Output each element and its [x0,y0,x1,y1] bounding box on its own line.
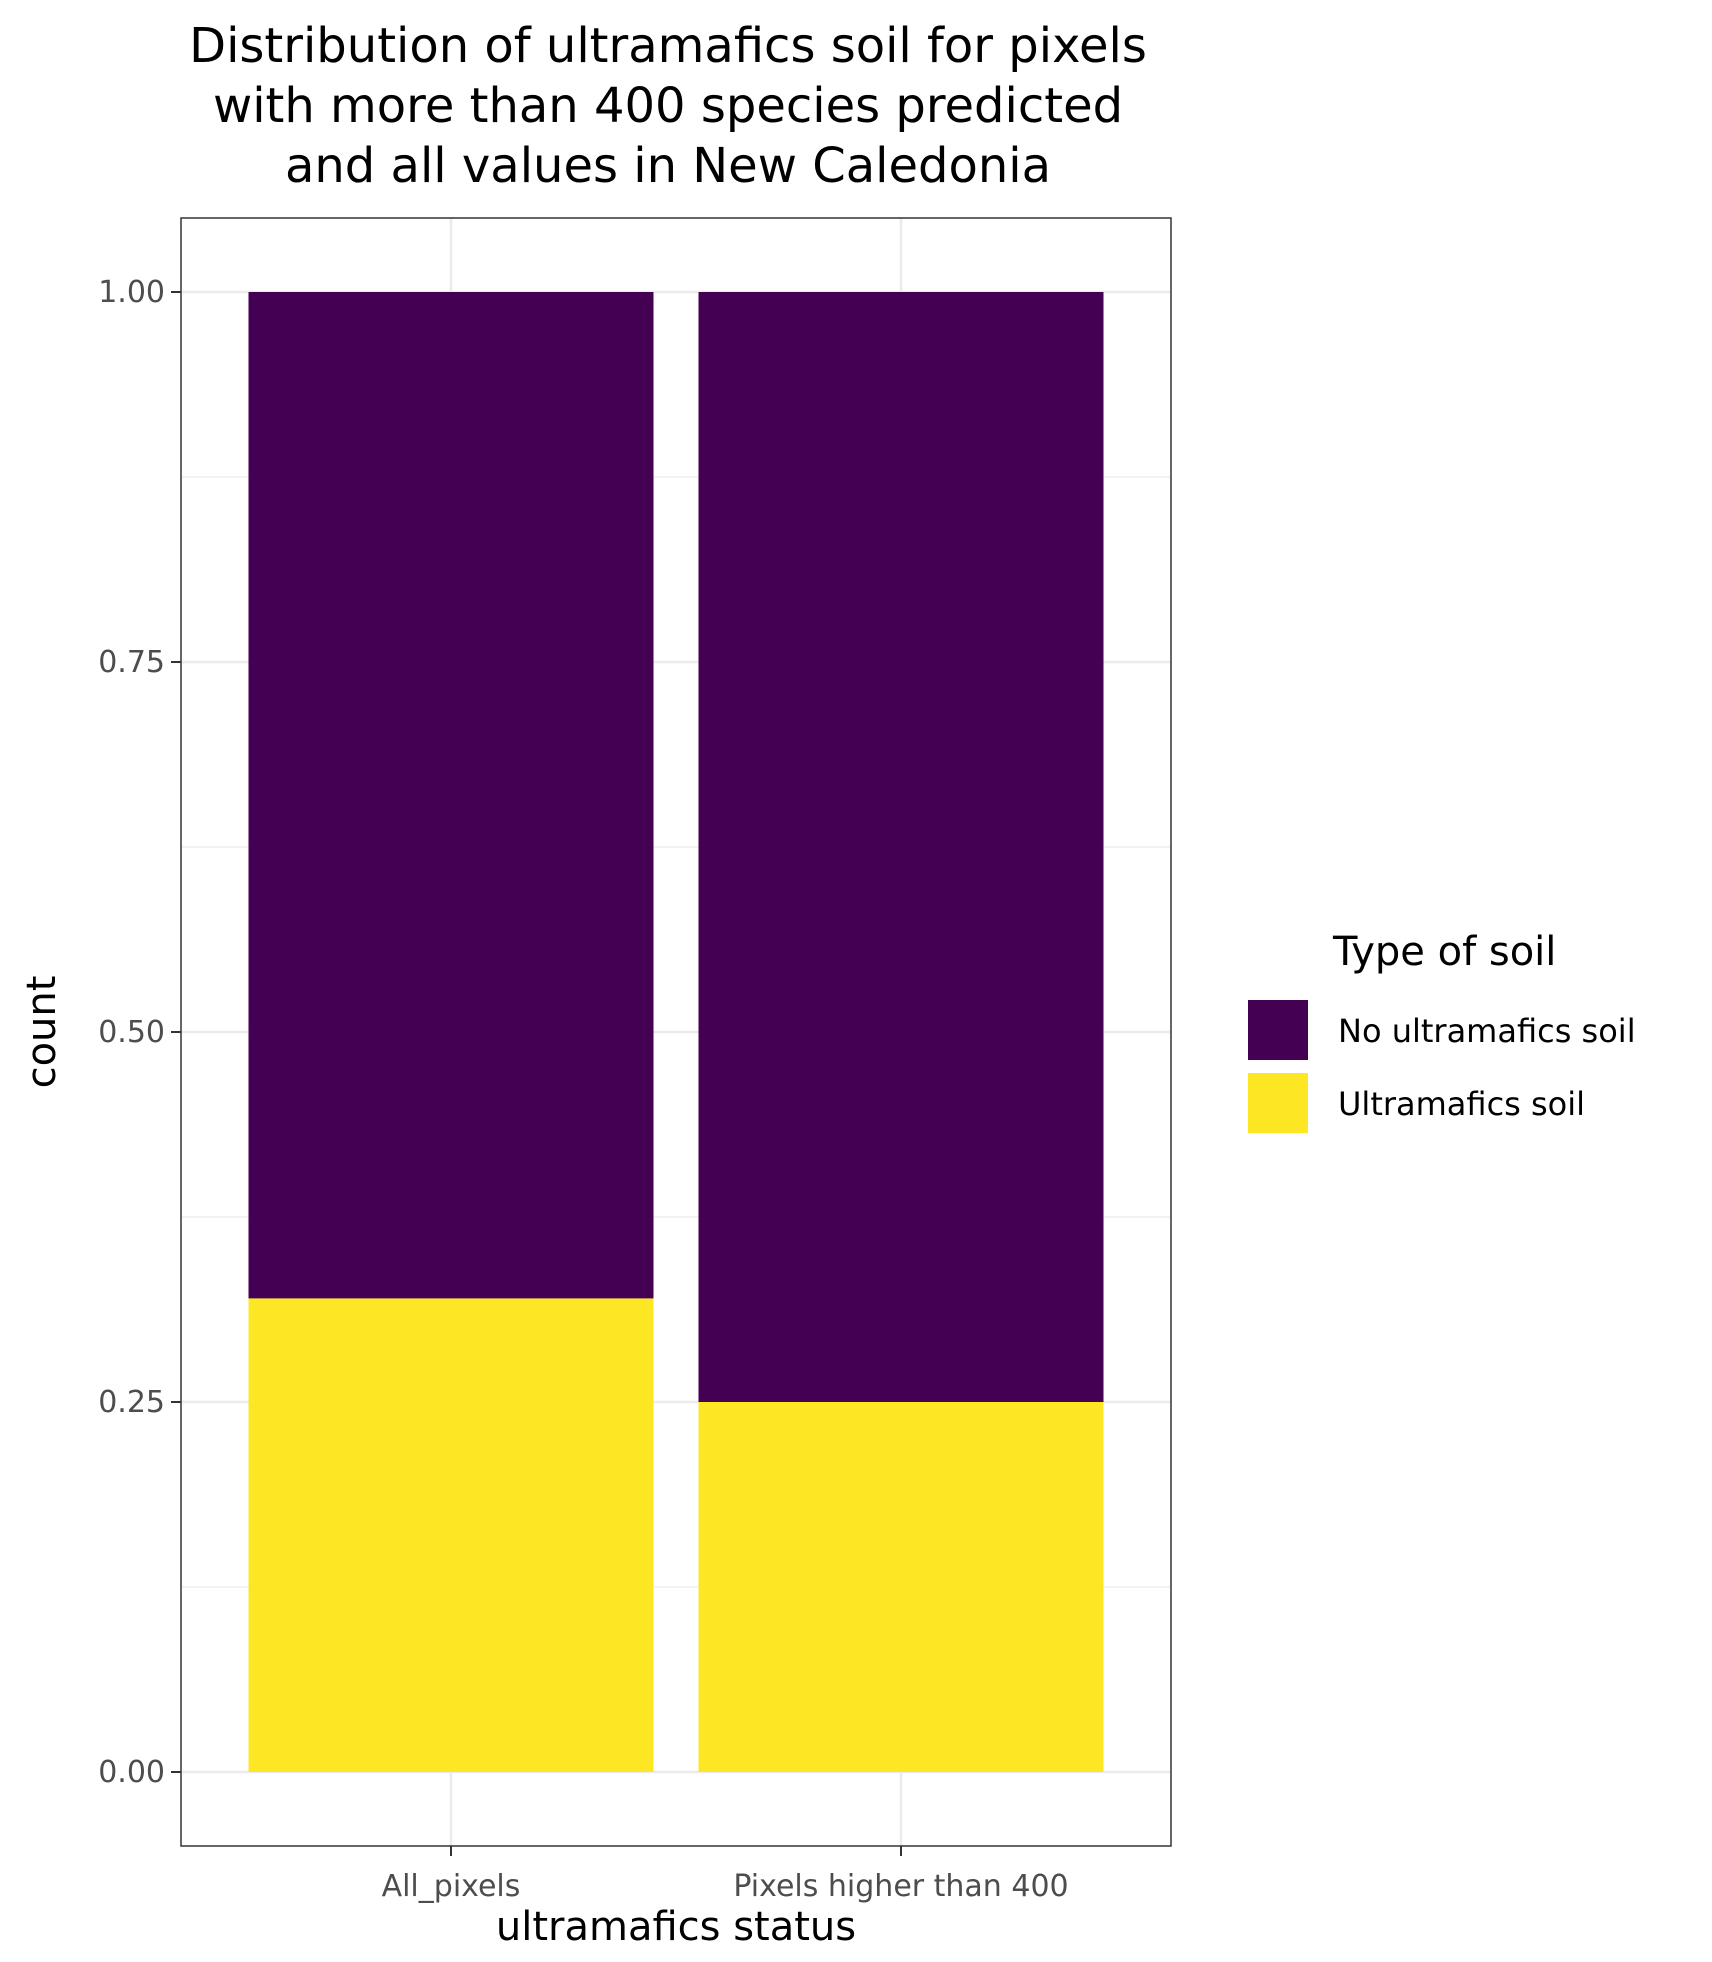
chart-title: Distribution of ultramafics soil for pix… [189,18,1147,194]
x-axis-title: ultramafics status [496,1904,856,1950]
y-tick-label: 0.75 [98,645,165,680]
legend: Type of soil No ultramafics soil Ultramaf… [1248,929,1636,1133]
chart-title-line: Distribution of ultramafics soil for pix… [189,18,1147,74]
bar-ultramafics-soil-all-pixels [248,1298,654,1772]
y-tick-label: 0.25 [98,1385,165,1420]
bar-no-ultramafics-soil-pixels-higher-than-400 [698,292,1104,1402]
bars [248,292,1104,1772]
y-axis: 0.00 0.25 0.50 0.75 1.00 [98,275,181,1790]
y-axis-title: count [19,976,65,1089]
legend-title: Type of soil [1332,929,1556,975]
legend-label: Ultramafics soil [1338,1085,1585,1123]
bar-no-ultramafics-soil-all-pixels [248,292,654,1299]
x-axis: All_pixels Pixels higher than 400 [382,1846,1069,1904]
legend-key-ultramafics-soil [1248,1073,1308,1133]
legend-label: No ultramafics soil [1338,1012,1636,1050]
y-tick-label: 1.00 [98,275,165,310]
legend-key-no-ultramafics-soil [1248,1000,1308,1060]
y-tick-label: 0.50 [98,1015,165,1050]
bar-ultramafics-soil-pixels-higher-than-400 [698,1402,1104,1772]
chart-title-line: with more than 400 species predicted [213,78,1123,134]
x-tick-label: Pixels higher than 400 [733,1869,1068,1904]
x-tick-label: All_pixels [382,1869,521,1904]
chart-title-line: and all values in New Caledonia [285,138,1051,194]
y-tick-label: 0.00 [98,1755,165,1790]
